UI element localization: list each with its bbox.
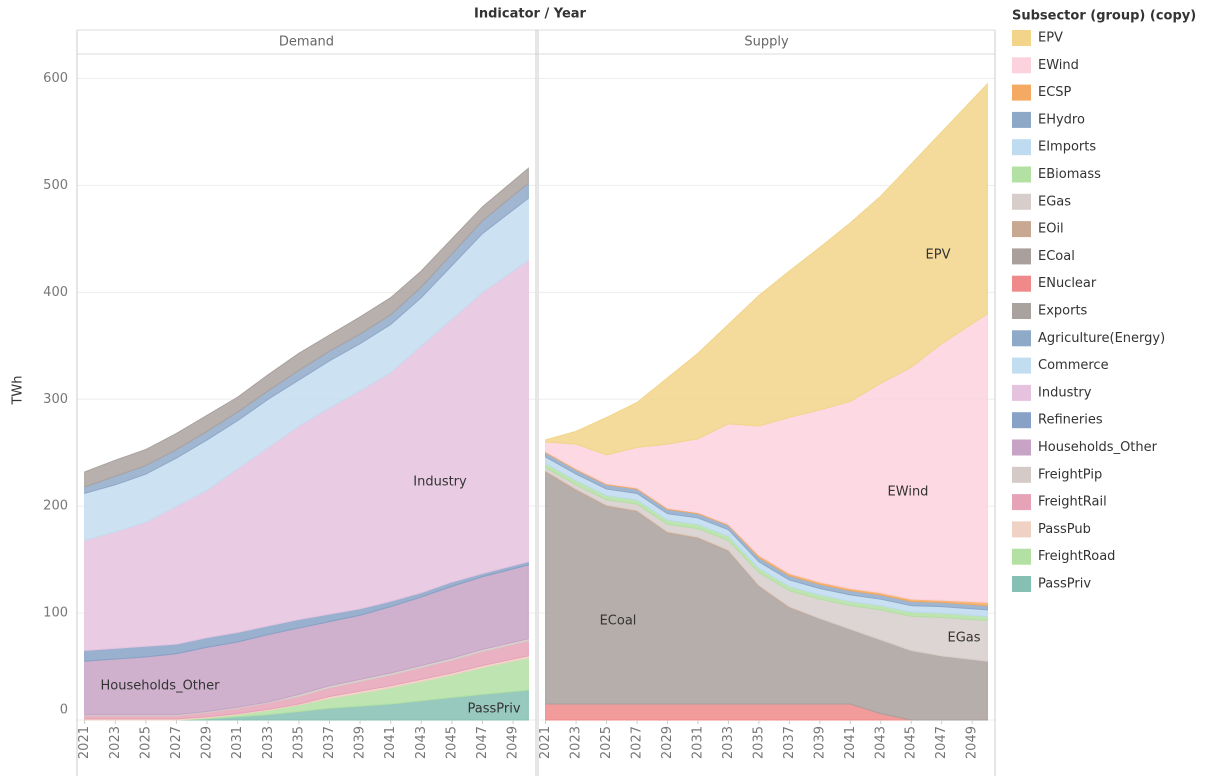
legend-label: EHydro (1038, 112, 1085, 127)
legend-label: EOil (1038, 222, 1064, 237)
annotation: PassPriv (467, 702, 520, 717)
legend-label: ENuclear (1038, 276, 1097, 291)
legend-swatch (1012, 139, 1031, 156)
x-tick-label: 2033 (721, 726, 736, 759)
x-tick-label: 2023 (569, 726, 584, 759)
legend-label: ECSP (1038, 85, 1072, 100)
x-tick-label: 2021 (77, 726, 92, 759)
x-tick-label: 2027 (630, 726, 645, 759)
x-tick-label: 2043 (414, 726, 429, 759)
x-tick-label: 2037 (322, 726, 337, 759)
legend-swatch (1012, 357, 1031, 374)
legend-label: EGas (1038, 194, 1071, 209)
annotation: Households_Other (101, 679, 221, 694)
panel-title: Supply (744, 35, 789, 50)
legend-swatch (1012, 384, 1031, 401)
y-tick-label: 200 (43, 499, 68, 514)
annotation: EWind (888, 485, 929, 500)
legend-label: FreightRail (1038, 495, 1107, 510)
legend-label: FreightPip (1038, 467, 1102, 482)
legend-label: EWind (1038, 58, 1079, 73)
x-tick-label: 2031 (690, 726, 705, 759)
legend-label: Households_Other (1038, 440, 1158, 455)
legend-swatch (1012, 330, 1031, 347)
legend-swatch (1012, 576, 1031, 592)
legend-swatch (1012, 494, 1031, 511)
x-tick-label: 2047 (475, 726, 490, 759)
x-tick-label: 2029 (660, 726, 675, 759)
y-tick-label: 0 (60, 703, 68, 718)
y-tick-label: 400 (43, 285, 68, 300)
x-tick-label: 2041 (383, 726, 398, 759)
x-tick-label: 2043 (873, 726, 888, 759)
x-tick-label: 2027 (169, 726, 184, 759)
legend-swatch (1012, 248, 1031, 265)
y-tick-label: 600 (43, 71, 68, 86)
y-tick-label: 500 (43, 178, 68, 193)
x-tick-label: 2029 (200, 726, 215, 759)
legend-swatch (1012, 57, 1031, 74)
legend-swatch (1012, 303, 1031, 319)
legend-label: Exports (1038, 304, 1088, 319)
x-tick-label: 2025 (138, 726, 153, 759)
legend-label: PassPriv (1038, 577, 1091, 592)
panel-title: Demand (279, 35, 334, 50)
legend-swatch (1012, 221, 1031, 238)
legend-label: PassPub (1038, 522, 1091, 537)
x-tick-label: 2031 (230, 726, 245, 759)
x-tick-label: 2049 (965, 726, 980, 759)
annotation: ECoal (600, 614, 637, 629)
x-tick-label: 2035 (291, 726, 306, 759)
legend-swatch (1012, 439, 1031, 456)
x-tick-label: 2037 (782, 726, 797, 759)
legend-label: EPV (1038, 31, 1063, 46)
legend-label: Industry (1038, 385, 1092, 400)
legend-swatch (1012, 521, 1031, 538)
x-tick-label: 2047 (934, 726, 949, 759)
y-tick-label: 300 (43, 392, 68, 407)
legend-swatch (1012, 193, 1031, 210)
legend-label: Commerce (1038, 358, 1109, 373)
x-tick-label: 2039 (812, 726, 827, 759)
area (545, 82, 988, 456)
legend-label: Agriculture(Energy) (1038, 331, 1165, 346)
annotation: EGas (947, 631, 980, 646)
x-tick-label: 2035 (751, 726, 766, 759)
legend-swatch (1012, 166, 1031, 183)
y-axis-label: TWh (11, 375, 26, 405)
legend-label: ECoal (1038, 249, 1075, 264)
x-tick-label: 2045 (444, 726, 459, 759)
x-tick-label: 2033 (261, 726, 276, 759)
x-tick-label: 2045 (904, 726, 919, 759)
legend-swatch (1012, 275, 1031, 292)
x-tick-label: 2025 (599, 726, 614, 759)
legend-swatch (1012, 548, 1031, 565)
legend-swatch (1012, 30, 1031, 46)
y-tick-label: 100 (43, 606, 68, 621)
x-tick-label: 2039 (353, 726, 368, 759)
legend-label: EBiomass (1038, 167, 1101, 182)
legend-label: Refineries (1038, 413, 1103, 428)
legend-swatch (1012, 84, 1031, 101)
x-tick-label: 2023 (108, 726, 123, 759)
legend-title: Subsector (group) (copy) (1012, 9, 1196, 24)
annotation: EPV (926, 248, 951, 263)
x-tick-label: 2021 (538, 726, 553, 759)
legend-swatch (1012, 111, 1031, 128)
area (84, 167, 529, 488)
header: Indicator / Year (474, 7, 586, 22)
legend-label: EImports (1038, 140, 1096, 155)
x-tick-label: 2041 (843, 726, 858, 759)
legend-label: FreightRoad (1038, 549, 1115, 564)
legend-swatch (1012, 412, 1031, 429)
legend-swatch (1012, 466, 1031, 483)
x-tick-label: 2049 (506, 726, 521, 759)
annotation: Industry (413, 475, 467, 490)
